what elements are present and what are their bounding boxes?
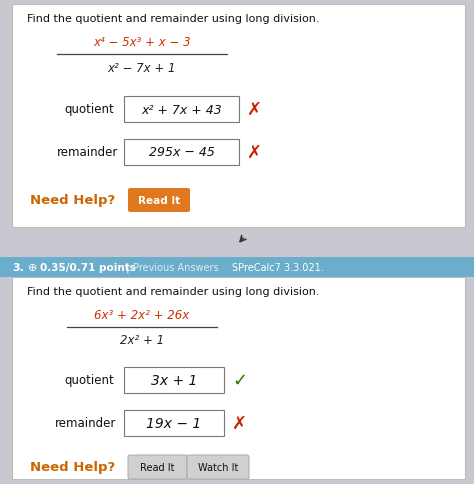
Text: Read It: Read It bbox=[140, 462, 175, 472]
Bar bbox=[12, 5, 465, 227]
Text: |: | bbox=[126, 262, 129, 272]
Text: Read It: Read It bbox=[138, 196, 180, 206]
Bar bbox=[124, 410, 224, 436]
Bar bbox=[12, 277, 465, 479]
Text: 19x − 1: 19x − 1 bbox=[146, 416, 201, 430]
Text: x² − 7x + 1: x² − 7x + 1 bbox=[108, 61, 176, 75]
Bar bbox=[0, 257, 474, 277]
Bar bbox=[124, 367, 224, 393]
Text: Previous Answers: Previous Answers bbox=[133, 262, 219, 272]
Text: 3x + 1: 3x + 1 bbox=[151, 373, 197, 387]
Text: 2x² + 1: 2x² + 1 bbox=[120, 334, 164, 347]
Text: 3.: 3. bbox=[12, 262, 24, 272]
Text: Need Help?: Need Help? bbox=[30, 461, 115, 473]
Text: Need Help?: Need Help? bbox=[30, 194, 115, 207]
Text: remainder: remainder bbox=[57, 146, 118, 159]
Text: Watch It: Watch It bbox=[198, 462, 238, 472]
Text: x⁴ − 5x³ + x − 3: x⁴ − 5x³ + x − 3 bbox=[93, 36, 191, 49]
Text: x² + 7x + 43: x² + 7x + 43 bbox=[141, 103, 222, 116]
Text: 295x − 45: 295x − 45 bbox=[148, 146, 214, 159]
Text: quotient: quotient bbox=[64, 103, 114, 116]
FancyBboxPatch shape bbox=[128, 455, 187, 479]
Text: remainder: remainder bbox=[55, 417, 117, 430]
Text: Find the quotient and remainder using long division.: Find the quotient and remainder using lo… bbox=[27, 287, 319, 296]
FancyBboxPatch shape bbox=[187, 455, 249, 479]
Bar bbox=[124, 140, 239, 166]
Text: ✗: ✗ bbox=[232, 414, 247, 432]
Text: 0.35/0.71 points: 0.35/0.71 points bbox=[40, 262, 136, 272]
Text: ✓: ✓ bbox=[232, 371, 247, 389]
Text: SPreCalc7 3.3.021.: SPreCalc7 3.3.021. bbox=[232, 262, 324, 272]
Text: 6x³ + 2x² + 26x: 6x³ + 2x² + 26x bbox=[94, 309, 190, 322]
Text: ⊕: ⊕ bbox=[28, 262, 37, 272]
Bar bbox=[124, 97, 239, 123]
Text: quotient: quotient bbox=[64, 374, 114, 387]
Text: ✗: ✗ bbox=[247, 101, 262, 119]
FancyBboxPatch shape bbox=[128, 189, 190, 212]
Text: ✗: ✗ bbox=[247, 144, 262, 162]
Text: Find the quotient and remainder using long division.: Find the quotient and remainder using lo… bbox=[27, 14, 319, 24]
